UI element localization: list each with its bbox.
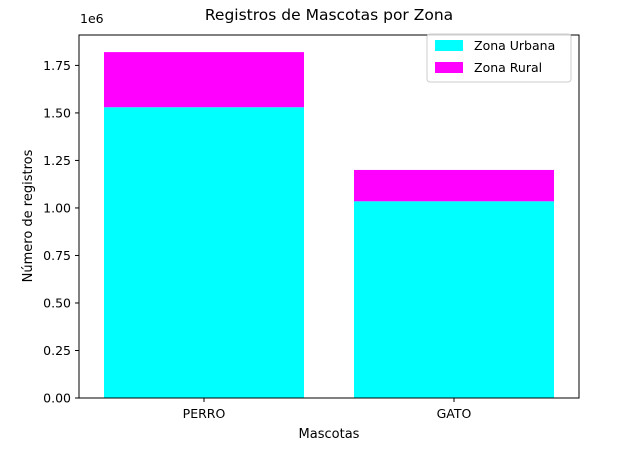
y-tick-label: 1.00 bbox=[43, 200, 71, 215]
legend-swatch-zona-urbana bbox=[435, 40, 463, 51]
y-tick-label: 0.00 bbox=[43, 391, 71, 406]
legend: Zona Urbana Zona Rural bbox=[426, 33, 572, 83]
y-tick-label: 0.50 bbox=[43, 295, 71, 310]
legend-label-zona-urbana: Zona Urbana bbox=[474, 38, 555, 53]
bar-gato-zona-rural bbox=[354, 169, 554, 202]
bar-gato-zona-urbana bbox=[354, 201, 554, 398]
x-tick-label: GATO bbox=[437, 406, 472, 421]
plot-area-frame bbox=[78, 34, 580, 399]
y-axis-ticks: 0.00 0.25 0.50 0.75 1.00 1.25 1.50 1.75 bbox=[43, 58, 79, 406]
bar-perro-zona-urbana bbox=[104, 107, 304, 398]
y-axis-label: Número de registros bbox=[21, 149, 36, 282]
bar-perro-zona-rural bbox=[104, 52, 304, 108]
legend-swatch-zona-rural bbox=[435, 62, 463, 73]
legend-label-zona-rural: Zona Rural bbox=[474, 60, 542, 75]
y-axis-offset-label: 1e6 bbox=[80, 11, 104, 26]
y-tick-label: 1.75 bbox=[43, 58, 71, 73]
chart-title: Registros de Mascotas por Zona bbox=[205, 6, 453, 24]
y-tick-label: 0.75 bbox=[43, 248, 71, 263]
y-tick-label: 1.50 bbox=[43, 105, 71, 120]
y-tick-label: 0.25 bbox=[43, 343, 71, 358]
x-axis-label: Mascotas bbox=[299, 427, 360, 442]
x-axis-ticks: PERRO GATO bbox=[183, 398, 472, 421]
bars-group bbox=[104, 52, 554, 398]
x-tick-label: PERRO bbox=[183, 406, 226, 421]
y-tick-label: 1.25 bbox=[43, 153, 71, 168]
